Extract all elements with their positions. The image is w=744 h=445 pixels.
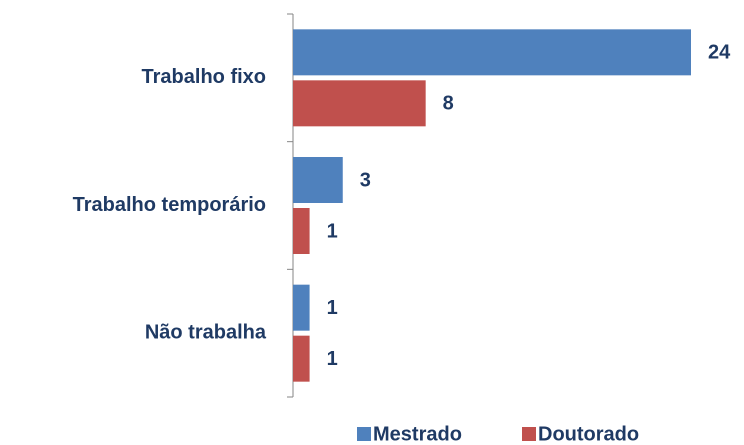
legend-label: Doutorado — [538, 423, 639, 445]
bar — [293, 80, 426, 127]
legend-label: Mestrado — [373, 423, 462, 445]
data-label: 1 — [327, 297, 338, 319]
bar — [293, 208, 310, 254]
data-label: 24 — [708, 42, 731, 64]
bar — [293, 29, 691, 76]
bar — [293, 335, 310, 382]
data-label: 1 — [327, 220, 338, 242]
legend-swatch — [522, 427, 536, 441]
legend-swatch — [357, 427, 371, 441]
data-label: 8 — [443, 93, 454, 115]
category-label: Trabalho temporário — [73, 194, 266, 216]
category-label: Trabalho fixo — [142, 66, 266, 88]
bar — [293, 157, 343, 203]
data-label: 3 — [360, 169, 371, 191]
category-label: Não trabalha — [145, 321, 267, 343]
bar — [293, 284, 310, 331]
data-label: 1 — [327, 348, 338, 370]
